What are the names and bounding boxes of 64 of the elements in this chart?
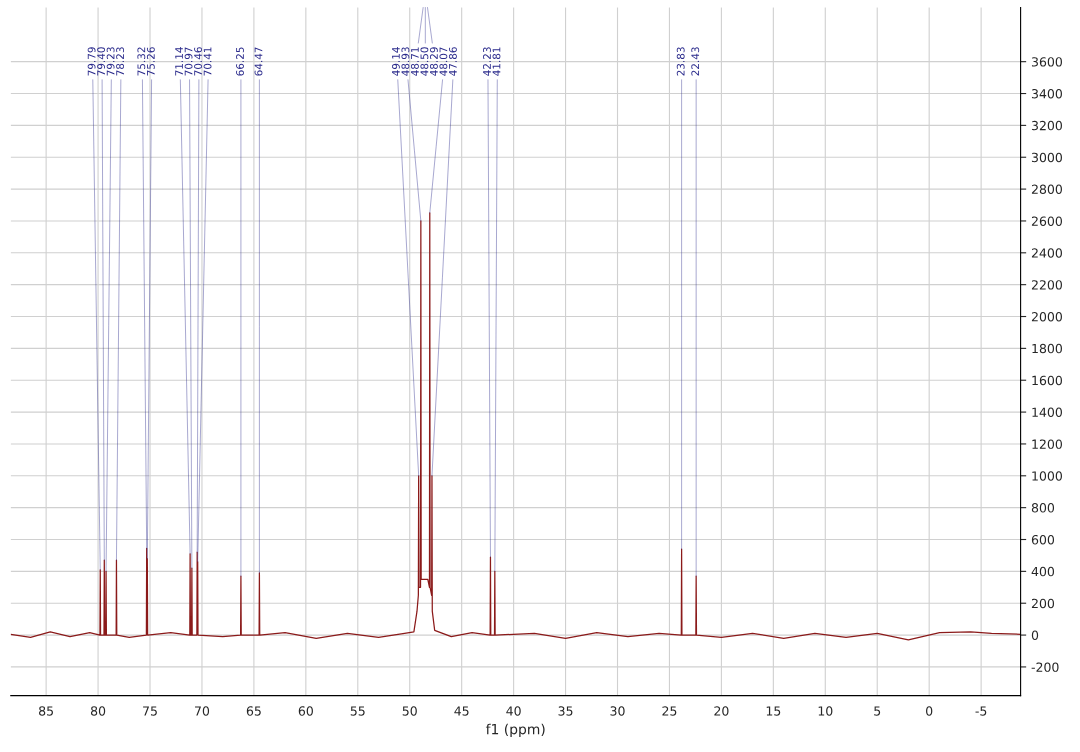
x-tick-label: 80: [90, 706, 106, 716]
annotation: 23.83: [676, 47, 685, 76]
y-tick-label: 3400: [1031, 89, 1062, 99]
annotation: 48.93: [401, 47, 410, 76]
x-tick-label: 25: [662, 706, 677, 716]
annotation: 66.25: [236, 47, 244, 76]
y-tick-label: 1400: [1032, 407, 1062, 418]
annotation: 48.50: [420, 47, 429, 76]
x-tick-label: 40: [506, 706, 521, 716]
x-tick-label: 85: [39, 706, 53, 716]
y-tick-label: 200: [1031, 598, 1055, 609]
x-tick-label: 5: [874, 706, 881, 716]
y-tick-label: 1600: [1032, 375, 1062, 386]
y-tick-label: 3600: [1031, 57, 1062, 67]
y-tick-label: 3000: [1031, 152, 1062, 163]
y-tick-label: 400: [1031, 566, 1055, 577]
annotation: 79.79: [87, 47, 96, 76]
annotation: 48.71: [410, 47, 419, 76]
annotation: 47.86: [448, 47, 457, 76]
y-tick-label: 800: [1031, 503, 1055, 513]
annotation: 48.29: [429, 47, 438, 76]
annotation: 70.41: [203, 47, 212, 76]
annotation: 64.47: [254, 47, 263, 76]
y-tick-label: -200: [1031, 662, 1059, 672]
y-tick-label: 3200: [1031, 120, 1062, 131]
x-tick-label: 15: [766, 706, 781, 716]
x-tick-label: 30: [610, 706, 625, 716]
annotation: 22.43: [691, 47, 700, 76]
x-tick-label: 0: [926, 706, 933, 716]
annotation: 75.26: [146, 47, 155, 76]
annotation: 78.23: [116, 47, 125, 76]
annotation: 48.07: [439, 47, 448, 76]
annotation: 70.46: [194, 47, 202, 76]
annotation: 42.23: [483, 47, 491, 76]
x-tick-label: 55: [350, 706, 365, 716]
y-tick-label: 0: [1031, 630, 1039, 640]
annotation: 75.32: [137, 47, 146, 76]
line-series: [10, 212, 1021, 641]
x-tick-label: 65: [246, 706, 261, 716]
annotation: 70.97: [184, 47, 193, 76]
x-tick-label: 35: [558, 706, 573, 716]
y-tick-label: 2400: [1031, 248, 1062, 258]
y-tick-label: 1000: [1032, 471, 1062, 481]
y-tick-label: 1800: [1032, 343, 1062, 354]
x-tick-label: 60: [298, 706, 313, 716]
annotation: 41.81: [492, 47, 501, 76]
x-tick-label: 10: [818, 706, 833, 716]
x-tick-label: 70: [195, 706, 210, 716]
x-tick-label: 20: [714, 706, 729, 716]
y-tick-label: 2200: [1031, 280, 1062, 290]
y-tick-label: 600: [1031, 534, 1055, 545]
x-tick-label: 50: [402, 706, 417, 716]
annotation: 79.23: [106, 47, 115, 76]
annotation: 71.14: [175, 47, 183, 76]
x-tick-label: 75: [143, 706, 157, 716]
y-tick-label: 2600: [1031, 216, 1062, 226]
x-tick-label: 45: [454, 706, 469, 716]
y-tick-label: 2800: [1031, 184, 1062, 195]
annotation: 49.14: [391, 47, 400, 76]
x-tick-label: -5: [975, 706, 987, 716]
annotation: 79.40: [97, 47, 106, 76]
y-tick-label: 2000: [1031, 311, 1062, 322]
x-axis-title: f1 (ppm): [485, 723, 545, 738]
y-tick-label: 1200: [1032, 439, 1062, 449]
